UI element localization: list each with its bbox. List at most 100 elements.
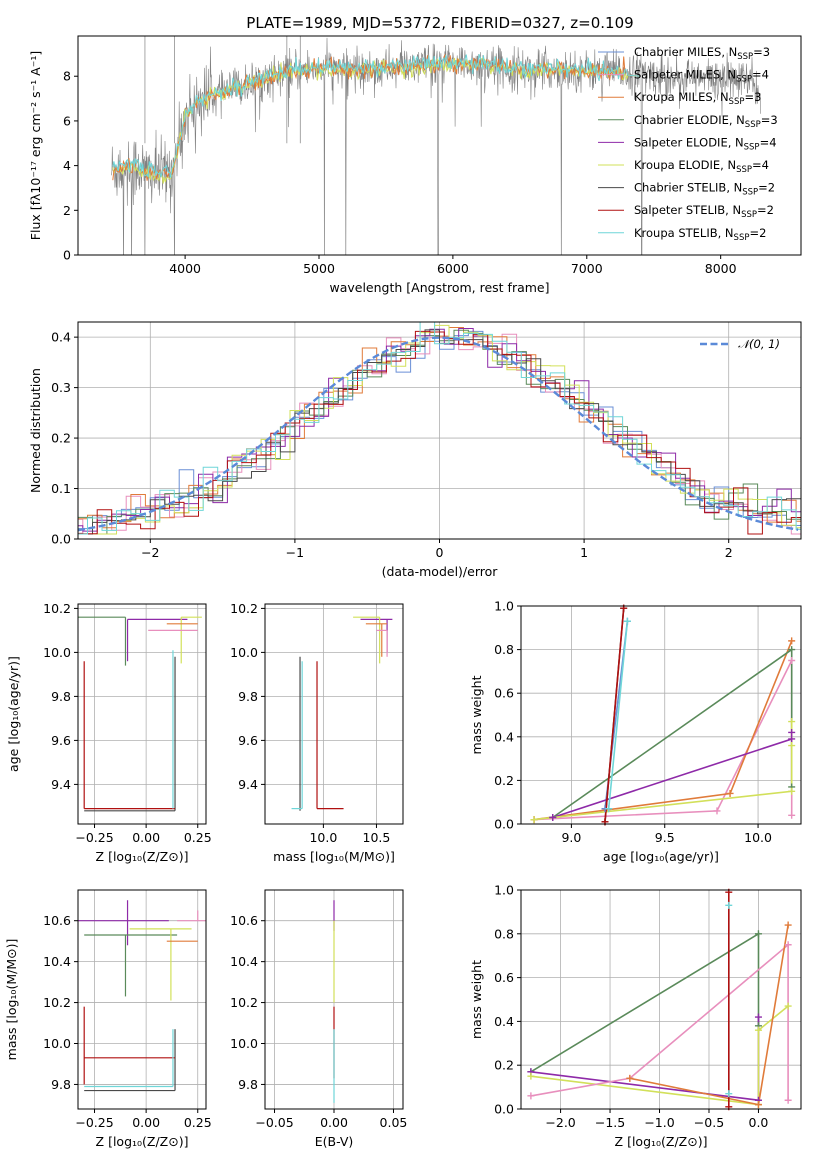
error-point-s_stelib bbox=[83, 661, 176, 810]
y-tick-label: 2 bbox=[63, 203, 71, 218]
weight-marker-k_miles bbox=[788, 637, 796, 645]
weight-marker-k_elodie bbox=[754, 1026, 762, 1034]
plot-area bbox=[111, 36, 761, 255]
error-point-k_stelib bbox=[84, 1029, 174, 1088]
weight-marker-k_miles bbox=[754, 1101, 762, 1109]
y-tick-label: 9.4 bbox=[238, 777, 258, 792]
weight-marker-s_miles bbox=[527, 1092, 535, 1100]
x-tick-label: 0.25 bbox=[184, 830, 212, 845]
plot-frame bbox=[520, 889, 802, 1110]
legend-label: Kroupa MILES, NSSP=3 bbox=[634, 90, 761, 107]
histogram-c_stelib bbox=[78, 329, 801, 535]
y-tick-label: 10.0 bbox=[230, 645, 258, 660]
weight-marker-k_elodie bbox=[784, 1002, 792, 1010]
histogram-s_miles bbox=[78, 333, 801, 535]
y-tick-label: 1.0 bbox=[494, 883, 514, 898]
y-tick-label: 0.6 bbox=[494, 686, 514, 701]
y-tick-label: 9.8 bbox=[51, 689, 71, 704]
weight-marker-k_stelib bbox=[623, 617, 631, 625]
y-tick-label: 0.0 bbox=[494, 1102, 514, 1117]
x-tick-label: −1.0 bbox=[644, 1115, 674, 1130]
y-tick-label: 0.6 bbox=[494, 970, 514, 985]
x-tick-label: −2 bbox=[141, 545, 159, 560]
legend-label-suffix: =2 bbox=[758, 181, 775, 195]
weight-marker-k_elodie bbox=[527, 1072, 535, 1080]
chart-weight_vs_Z: −2.0 −1.5 −1.0 −0.5 0.0 0.0 0.2 0.4 0.6 0.8 1.0 Z [… bbox=[469, 883, 802, 1149]
x-axis-label: wavelength [Angstrom, rest frame] bbox=[329, 280, 549, 295]
error-point-s_stelib bbox=[83, 1006, 176, 1085]
weight-marker-s_elodie bbox=[788, 735, 796, 743]
x-tick-label: 0.0 bbox=[749, 1115, 769, 1130]
y-tick-label: 4 bbox=[63, 158, 71, 173]
weight-line-k_miles bbox=[533, 640, 793, 821]
legend-label-suffix: =3 bbox=[744, 90, 761, 104]
legend-label-sub: SSP bbox=[745, 120, 761, 130]
weight-marker-c_elodie bbox=[788, 646, 796, 654]
x-tick-label: 0.00 bbox=[320, 1115, 348, 1130]
y-tick-label: 0.0 bbox=[494, 817, 514, 832]
weight-marker-k_elodie bbox=[788, 787, 796, 795]
legend-label-sub: SSP bbox=[744, 142, 760, 152]
weight-line-s_miles bbox=[530, 943, 789, 1101]
error-point-k_miles bbox=[365, 623, 388, 657]
legend-label-sub: SSP bbox=[742, 188, 758, 198]
y-tick-label: 9.6 bbox=[51, 733, 71, 748]
legend-label-sub: SSP bbox=[736, 75, 752, 85]
x-tick-label: 6000 bbox=[437, 261, 469, 276]
weight-marker-s_elodie bbox=[549, 813, 557, 821]
x-axis-label: mass [log₁₀(M/M⊙)] bbox=[273, 849, 395, 864]
weight-marker-k_elodie bbox=[788, 718, 796, 726]
y-tick-label: 10.0 bbox=[43, 1036, 71, 1051]
legend-label: Salpeter ELODIE, NSSP=4 bbox=[634, 135, 777, 152]
legend-label-main: Kroupa STELIB, N bbox=[634, 226, 734, 240]
x-tick-label: 0.25 bbox=[184, 1115, 212, 1130]
error-point-s_elodie bbox=[126, 618, 188, 662]
y-tick-label: 6 bbox=[63, 113, 71, 128]
x-axis-label: Z [log₁₀(Z/Z⊙)] bbox=[96, 849, 189, 864]
y-tick-label: 0.8 bbox=[494, 926, 514, 941]
y-tick-label: 10.2 bbox=[230, 601, 258, 616]
chart-age_vs_Z: −0.25 0.00 0.25 9.4 9.6 9.8 10.0 10.2 Z [log₁₀(Z… bbox=[6, 601, 212, 864]
x-tick-label: 5000 bbox=[303, 261, 335, 276]
y-tick-label: 10.6 bbox=[230, 913, 258, 928]
y-axis-label: age [log₁₀(age/yr)] bbox=[6, 656, 21, 772]
weight-marker-k_elodie bbox=[788, 742, 796, 750]
y-axis-label: mass weight bbox=[469, 675, 484, 754]
legend-label: Kroupa ELODIE, NSSP=4 bbox=[634, 158, 769, 175]
legend-label-suffix: =4 bbox=[752, 68, 769, 82]
chart-mass_vs_EBV: −0.05 0.00 0.05 9.8 10.0 10.2 10.4 10.6 E(B-V) bbox=[230, 889, 408, 1149]
error-point-s_miles bbox=[376, 629, 388, 657]
x-tick-label: 8000 bbox=[705, 261, 737, 276]
y-tick-label: 10.2 bbox=[43, 995, 71, 1010]
error-point-k_elodie bbox=[180, 616, 202, 664]
chart-residuals: −2 −1 0 1 2 0.0 0.1 0.2 0.3 0.4 (data-model)/error… bbox=[28, 321, 802, 579]
y-tick-label: 10.4 bbox=[43, 954, 71, 969]
normal-curve bbox=[78, 336, 799, 532]
error-point-c_stelib bbox=[84, 656, 176, 812]
y-axis-label: Normed distribution bbox=[28, 368, 43, 493]
chart-spectrum: 4000 5000 6000 7000 8000 0 2 4 6 8 wavelength [Ang… bbox=[28, 14, 802, 295]
error-point-c_elodie bbox=[78, 616, 127, 666]
error-point-c_stelib bbox=[84, 1029, 176, 1092]
x-tick-label: 7000 bbox=[571, 261, 603, 276]
legend-label: Salpeter MILES, NSSP=4 bbox=[634, 68, 769, 85]
plot-frame bbox=[264, 889, 404, 1110]
legend-label-main: Chabrier STELIB, N bbox=[634, 181, 742, 195]
legend-label-main: Chabrier MILES, N bbox=[634, 45, 737, 59]
legend-label-sub: SSP bbox=[737, 52, 753, 62]
legend-label-suffix: =4 bbox=[752, 158, 769, 172]
x-tick-label: 0.05 bbox=[380, 1115, 408, 1130]
legend-label-sub: SSP bbox=[734, 233, 750, 243]
x-tick-label: 0.00 bbox=[132, 1115, 160, 1130]
chart-title: PLATE=1989, MJD=53772, FIBERID=0327, z=0… bbox=[246, 14, 633, 32]
plot-area bbox=[78, 900, 206, 1092]
weight-marker-k_miles bbox=[726, 789, 734, 797]
plot-frame bbox=[264, 603, 404, 825]
y-tick-label: 10.0 bbox=[43, 645, 71, 660]
legend-label-main: Salpeter STELIB, N bbox=[634, 203, 741, 217]
y-tick-label: 10.6 bbox=[43, 913, 71, 928]
y-tick-label: 0.8 bbox=[494, 642, 514, 657]
y-tick-label: 1.0 bbox=[494, 599, 514, 614]
x-tick-label: 0 bbox=[436, 545, 444, 560]
